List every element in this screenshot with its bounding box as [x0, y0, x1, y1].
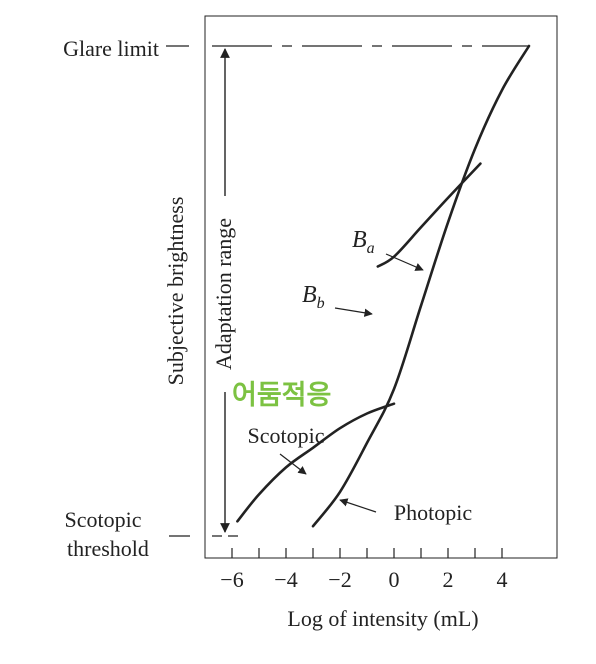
annotation-bb-letter: B [302, 282, 317, 308]
x-tick-label: 0 [389, 567, 400, 592]
x-tick-label: −6 [220, 567, 243, 592]
scotopic-threshold-label-line2: threshold [67, 536, 149, 561]
x-tick-label: 2 [443, 567, 454, 592]
series-line-photopic [311, 44, 531, 528]
x-tick-label: 4 [497, 567, 508, 592]
bb-pointer [334, 307, 373, 317]
adaptation-range-gap [214, 196, 236, 392]
x-axis-ticks: −6 −4 −2 0 2 4 [220, 548, 508, 592]
annotation-ba: Ba [352, 227, 375, 257]
photopic-pointer [339, 498, 377, 513]
series-label-photopic: Photopic [394, 500, 472, 525]
annotation-bb-subscript: b [317, 295, 325, 312]
x-tick-label: −2 [328, 567, 351, 592]
plot-frame [204, 15, 558, 559]
adaptation-range-label: Adaptation range [211, 218, 236, 370]
scotopic-pointer [279, 453, 307, 475]
glare-limit-label: Glare limit [63, 36, 159, 61]
x-tick-label: −4 [274, 567, 297, 592]
series-line-adaptation [376, 162, 482, 268]
series-line-scotopic [236, 402, 396, 523]
annotation-bb: Bb [302, 282, 325, 312]
handwritten-note: 어둠적응 [232, 380, 331, 411]
y-axis-label: Subjective brightness [163, 197, 188, 386]
x-axis-label: Log of intensity (mL) [287, 606, 478, 631]
annotation-ba-letter: B [352, 227, 367, 253]
ba-pointer [385, 253, 424, 271]
scotopic-threshold-label-line1: Scotopic [65, 507, 142, 532]
series-label-scotopic: Scotopic [248, 423, 325, 448]
annotation-ba-subscript: a [367, 240, 375, 257]
